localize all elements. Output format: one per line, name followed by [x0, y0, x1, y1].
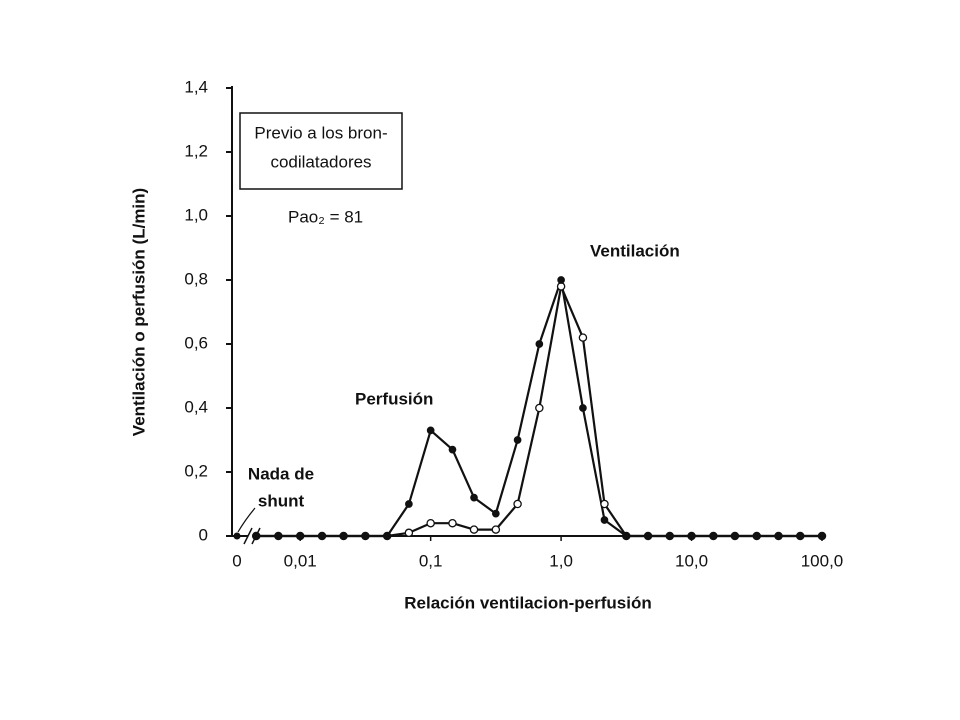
series-marker — [426, 518, 435, 528]
x-tick-label: 0,01 — [284, 551, 317, 570]
series-marker — [361, 532, 370, 540]
annotation-box — [239, 112, 403, 190]
series-marker — [491, 509, 500, 518]
series-marker — [556, 282, 566, 291]
series-marker — [665, 532, 674, 540]
y-tick-label: 1,0 — [184, 205, 208, 224]
series-marker — [796, 532, 805, 540]
series-marker — [404, 528, 414, 538]
series-marker — [448, 518, 457, 528]
series-marker — [513, 436, 522, 444]
series-marker — [252, 532, 261, 540]
series-marker — [448, 445, 457, 454]
annotation-arrow — [237, 507, 256, 533]
y-tick-label: 0,6 — [184, 333, 208, 352]
shunt-point — [233, 532, 241, 540]
series-marker — [318, 532, 326, 540]
y-tick-label: 1,2 — [184, 141, 208, 160]
annotation: Pao₂ = 81 — [288, 207, 363, 226]
x-tick-label: 0,1 — [419, 551, 443, 570]
y-tick-label: 0 — [199, 525, 208, 544]
series-marker — [557, 276, 565, 284]
y-tick-label: 1,4 — [184, 77, 208, 96]
annotation: codilatadores — [270, 152, 371, 171]
y-tick-label: 0,2 — [184, 461, 208, 480]
series-marker — [818, 532, 826, 540]
annotation: Previo a los bron- — [254, 123, 387, 142]
series-marker — [622, 532, 631, 540]
series-marker — [339, 532, 348, 540]
series-label: Ventilación — [590, 241, 680, 260]
series-marker — [535, 403, 544, 413]
series-marker — [600, 516, 609, 524]
series-marker — [579, 404, 587, 412]
series-marker — [644, 532, 652, 540]
series-marker — [535, 340, 544, 348]
series-marker — [383, 532, 392, 540]
x-tick-label: 0 — [232, 551, 241, 570]
x-tick-label: 10,0 — [675, 551, 708, 570]
series-marker — [578, 333, 588, 342]
series-marker — [731, 532, 739, 540]
series-marker — [469, 525, 479, 534]
y-axis-label: Ventilación o perfusión (L/min) — [129, 188, 148, 436]
series-marker — [774, 532, 783, 540]
series-marker — [470, 493, 478, 502]
series-marker — [600, 499, 609, 509]
x-tick-label: 100,0 — [801, 551, 844, 570]
x-tick-label: 1,0 — [549, 551, 573, 570]
series-marker — [513, 499, 522, 509]
series-marker — [491, 525, 501, 534]
series-marker — [296, 532, 305, 540]
annotation: Nada de — [248, 464, 314, 483]
series-marker — [687, 532, 696, 540]
annotation: shunt — [258, 491, 305, 510]
series-label: Perfusión — [355, 389, 433, 408]
series-marker — [709, 532, 718, 540]
series-marker — [426, 426, 435, 435]
axis-break — [243, 527, 253, 545]
series-marker — [752, 532, 761, 540]
series-marker — [274, 532, 283, 540]
y-tick-label: 0,4 — [184, 397, 208, 416]
x-axis-label: Relación ventilacion-perfusión — [404, 593, 652, 612]
y-tick-label: 0,8 — [184, 269, 208, 288]
series-marker — [405, 500, 413, 508]
